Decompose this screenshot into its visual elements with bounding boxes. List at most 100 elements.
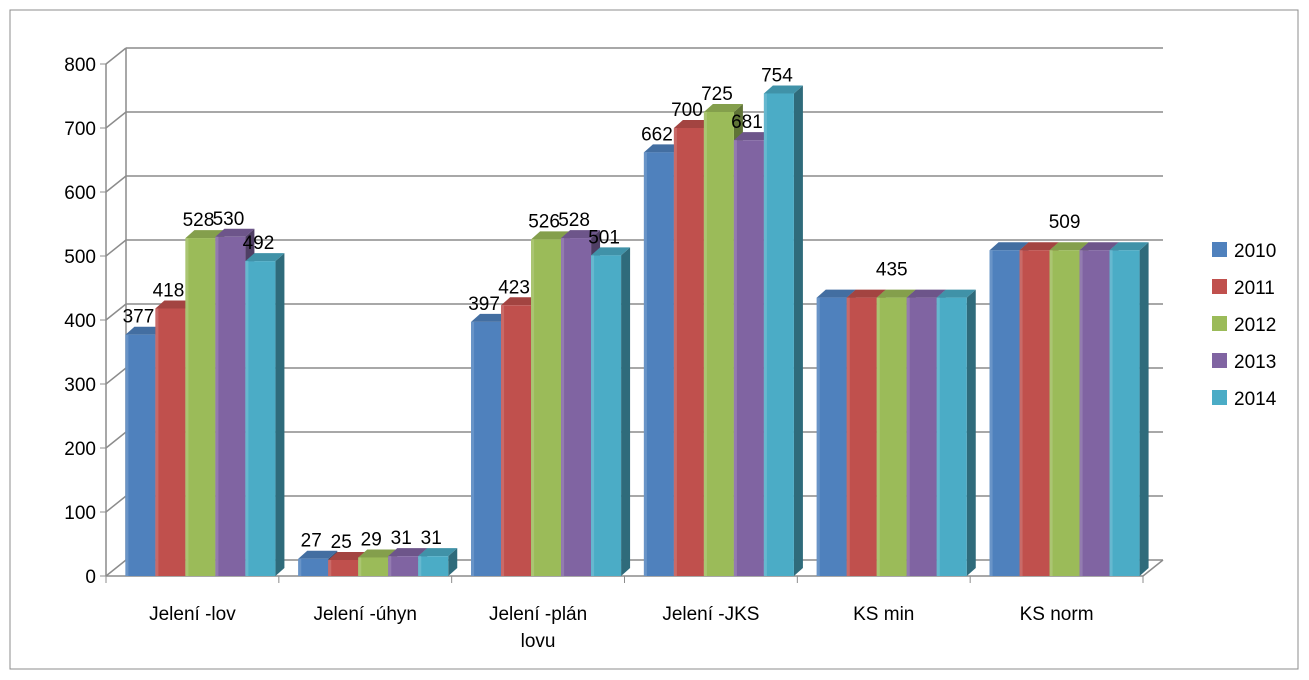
bar-front — [673, 128, 704, 576]
data-label-2013-3: 681 — [731, 112, 763, 133]
bar-top — [936, 289, 976, 298]
x-tick-label-line: KS norm — [1020, 604, 1094, 625]
bar-front — [298, 558, 329, 576]
bar-top — [906, 289, 946, 298]
bar-top — [531, 231, 571, 240]
gridline-diag-300 — [105, 367, 127, 385]
bar-highlight — [298, 558, 302, 576]
legend-swatch-2012 — [1212, 316, 1227, 331]
legend-item-2014: 2014 — [1212, 389, 1277, 410]
y-tick-label-800: 800 — [64, 55, 96, 76]
floor-right-edge — [1142, 559, 1164, 577]
bar-front — [215, 236, 246, 577]
data-label-2012-2: 526 — [528, 211, 560, 232]
x-tick-label-line: Jelení -JKS — [662, 604, 759, 625]
bar-top — [1109, 242, 1149, 251]
legend-label-2011: 2011 — [1234, 278, 1275, 299]
x-tick-label-line: Jelení -plán — [489, 604, 587, 625]
bar-front — [328, 560, 359, 576]
bar-highlight — [501, 305, 505, 576]
bar-top — [245, 253, 285, 262]
data-label-2013-0: 530 — [213, 209, 245, 230]
bar-front — [185, 238, 216, 576]
y-tick-label-600: 600 — [64, 183, 96, 204]
bars — [125, 85, 1149, 577]
x-tick-label-line: KS min — [853, 604, 914, 625]
bar-highlight — [1109, 250, 1113, 577]
y-tick-label-500: 500 — [64, 247, 96, 268]
data-label-2010-2: 397 — [468, 294, 500, 315]
data-label-2012-5: 509 — [1049, 212, 1081, 233]
legend-label-2010: 2010 — [1234, 241, 1276, 262]
bar-highlight — [936, 297, 940, 576]
data-label-2011-2: 423 — [498, 277, 530, 298]
data-label-2012-3: 725 — [701, 84, 733, 105]
bar-highlight — [418, 556, 422, 576]
bar-front — [989, 250, 1020, 577]
legend-item-2012: 2012 — [1212, 315, 1276, 336]
bar-front — [703, 112, 734, 576]
bar-top — [591, 247, 631, 256]
bar-highlight — [643, 152, 647, 576]
data-label-2013-1: 31 — [391, 528, 412, 549]
bar-side — [275, 253, 285, 576]
bar-top — [989, 242, 1029, 251]
bar-highlight — [215, 236, 219, 577]
bar-highlight — [245, 261, 249, 576]
bar-top — [673, 120, 713, 128]
legend-label-2012: 2012 — [1234, 315, 1276, 336]
x-tick-label-line: lovu — [521, 631, 556, 652]
bar-highlight — [471, 321, 475, 576]
bar-highlight — [733, 140, 737, 576]
bar-top — [561, 230, 601, 239]
bar-side — [621, 247, 631, 577]
bar-front — [733, 140, 764, 576]
bar-top — [185, 230, 225, 239]
bar-highlight — [125, 334, 129, 576]
bar-front — [388, 556, 419, 576]
gridline-diag-100 — [105, 495, 127, 513]
bar-top — [763, 85, 803, 94]
legend-swatch-2011 — [1212, 279, 1227, 294]
bar-top — [328, 552, 368, 560]
bar-highlight — [989, 250, 993, 577]
bar-side — [966, 289, 976, 576]
bar-side — [1139, 242, 1149, 577]
bar-front — [561, 238, 592, 576]
bar-top — [643, 144, 683, 153]
bar-top — [703, 104, 743, 112]
data-label-2014-2: 501 — [588, 227, 620, 248]
data-label-2011-1: 25 — [331, 532, 352, 553]
bar-top — [1049, 242, 1089, 251]
bar-highlight — [876, 297, 880, 576]
y-tick-labels: 0 100 200 300 400 500 600 700 800 — [64, 55, 96, 588]
bar-front — [501, 305, 532, 576]
bar-side — [448, 548, 458, 576]
data-label-2010-0: 377 — [123, 307, 155, 328]
bar-front — [1049, 250, 1080, 577]
bar-2014-4 — [936, 289, 976, 576]
gridline-diag-0 — [105, 559, 127, 577]
bar-front — [125, 334, 156, 576]
bar-highlight — [906, 297, 910, 576]
bar-top — [215, 228, 255, 237]
bar-front — [876, 297, 907, 576]
bar-front — [1079, 250, 1110, 577]
bar-highlight — [388, 556, 392, 576]
data-label-2014-0: 492 — [243, 233, 275, 254]
legend-swatch-2010 — [1212, 242, 1227, 257]
data-label-2010-1: 27 — [301, 531, 322, 552]
y-tick-label-300: 300 — [64, 375, 96, 396]
bar-side — [793, 85, 803, 576]
bar-front — [763, 93, 794, 576]
y-tick-label-200: 200 — [64, 439, 96, 460]
x-tick-label-2: Jelení -plán lovu — [489, 604, 587, 652]
gridline-diag-700 — [105, 111, 127, 129]
legend-item-2013: 2013 — [1212, 352, 1276, 373]
y-tick-label-700: 700 — [64, 119, 96, 140]
bar-top — [358, 549, 398, 558]
legend-swatch-2014 — [1212, 390, 1227, 405]
bar-top — [125, 326, 165, 335]
